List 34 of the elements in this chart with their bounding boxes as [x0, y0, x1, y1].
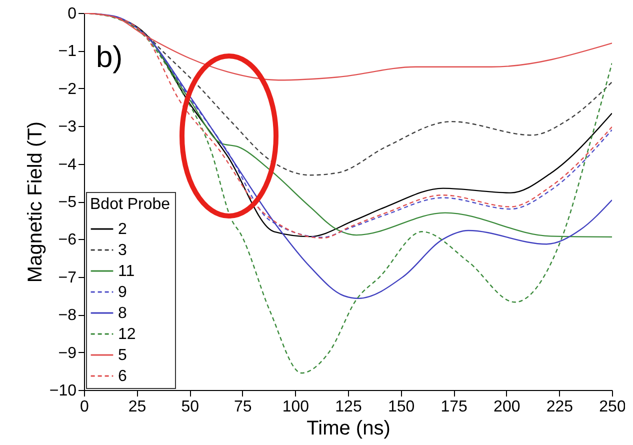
x-tick-label: 150 [388, 398, 415, 416]
x-tick-label: 50 [181, 398, 200, 416]
x-tick-label: 25 [128, 398, 146, 416]
x-tick-label: 100 [282, 398, 310, 416]
legend-label: 6 [118, 368, 127, 385]
y-tick-label: −7 [58, 269, 77, 286]
x-tick-label: 125 [335, 398, 362, 416]
legend-label: 12 [118, 326, 136, 343]
y-tick-label: −1 [58, 43, 77, 60]
y-tick-label: −4 [58, 156, 77, 174]
y-tick-label: −5 [58, 194, 77, 211]
legend-label: 9 [118, 284, 127, 301]
x-tick-label: 0 [80, 398, 90, 416]
legend-label: 5 [118, 347, 127, 364]
legend-label: 11 [118, 263, 135, 280]
x-tick-label: 225 [546, 398, 574, 416]
legend-title: Bdot Probe [90, 196, 170, 213]
x-tick-label: 75 [234, 398, 252, 416]
y-tick-label: −9 [58, 344, 77, 362]
y-tick-label: −6 [58, 232, 77, 249]
x-tick-label: 175 [440, 398, 468, 416]
y-tick-label: −2 [58, 80, 77, 98]
annotation: b) [96, 41, 123, 74]
y-axis-title: Magnetic Field (T) [24, 121, 46, 283]
legend-label: 3 [118, 242, 127, 259]
y-tick-label: −10 [49, 382, 77, 400]
y-tick-label: 0 [68, 6, 77, 22]
y-tick-label: −3 [58, 118, 77, 136]
legend-label: 8 [118, 305, 127, 322]
y-tick-label: −8 [58, 307, 77, 324]
x-axis-title: Time (ns) [306, 418, 390, 440]
x-tick-label: 200 [494, 398, 520, 416]
x-tick-label: 250 [599, 398, 626, 416]
legend-label: 2 [118, 221, 127, 238]
